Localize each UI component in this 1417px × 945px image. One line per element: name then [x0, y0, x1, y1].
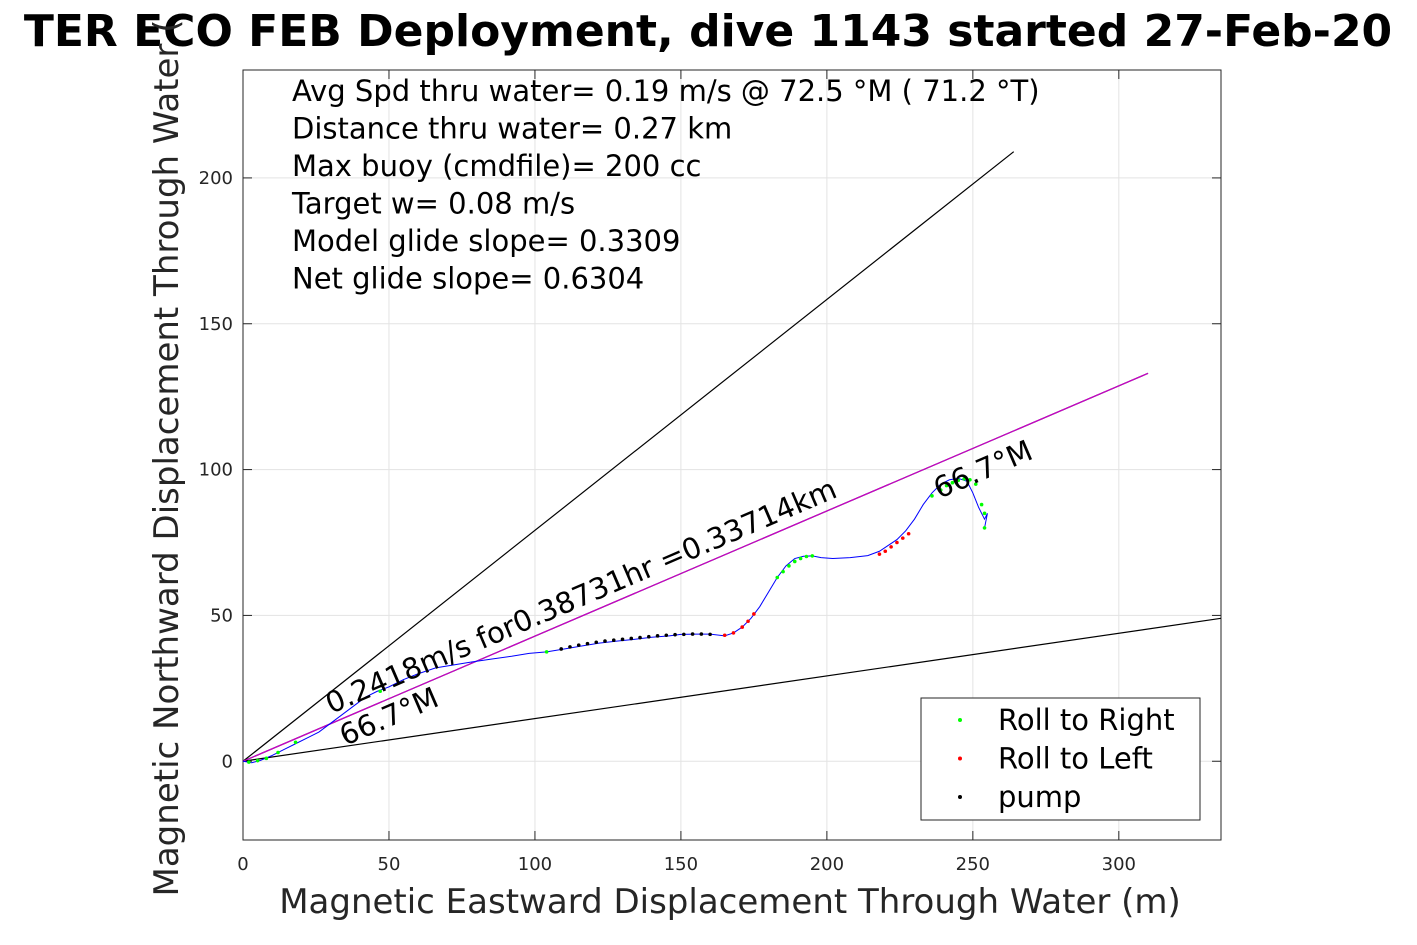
axis-ticks: 0 50 100 150 200 250 300 0 50 100 150 200 [199, 70, 1221, 875]
pump-point [664, 633, 669, 638]
legend-marker [958, 795, 962, 799]
annotation-line: Max buoy (cmdfile)= 200 cc [292, 149, 701, 183]
pump-point [594, 640, 599, 645]
marker-points [247, 477, 987, 764]
y-tick-label: 0 [222, 751, 233, 772]
legend-marker [958, 756, 962, 761]
reference-line [242, 617, 1222, 762]
roll-right-point [544, 650, 549, 654]
pump-point [576, 643, 581, 647]
roll-left-point [889, 545, 893, 549]
roll-right-point [944, 483, 949, 488]
roll-right-point [982, 511, 987, 516]
pump-point [603, 639, 607, 643]
pump-point [690, 632, 695, 636]
roll-left-point [722, 633, 727, 638]
roll-right-point [810, 554, 815, 558]
legend-box [920, 697, 1201, 821]
roll-right-point [804, 554, 809, 559]
roll-right-point [264, 756, 269, 761]
roll-left-point [900, 536, 905, 540]
roll-left-point [877, 552, 882, 556]
x-tick-label: 0 [237, 854, 248, 875]
annotation-line: Target w= 0.08 m/s [291, 187, 575, 221]
annotation-line: Net glide slope= 0.6304 [292, 262, 644, 296]
roll-right-point [930, 494, 934, 498]
roll-right-point [956, 478, 961, 483]
y-tick-label: 150 [199, 314, 233, 335]
legend-label: Roll to Left [998, 742, 1153, 776]
roll-right-point [979, 502, 984, 507]
legend: Roll to Right Roll to Left pump [920, 697, 1201, 821]
x-tick-label: 250 [956, 854, 990, 875]
roll-left-point [906, 531, 911, 536]
x-tick-label: 100 [518, 854, 552, 875]
pump-point [699, 632, 704, 636]
legend-label: pump [998, 780, 1081, 814]
y-tick-label: 100 [199, 460, 233, 481]
x-tick-label: 50 [378, 854, 401, 875]
y-tick-label: 50 [210, 605, 233, 626]
roll-left-point [731, 631, 736, 635]
roll-left-point [883, 549, 888, 554]
x-tick-label: 300 [1102, 854, 1136, 875]
track-speed-label: 0.2418m/s for0.38731hr =0.33714km [320, 472, 841, 721]
legend-label: Roll to Right [998, 703, 1175, 737]
chart-title: TER ECO FEB Deployment, dive 1143 starte… [24, 6, 1392, 57]
y-axis-label: Magnetic Northward Displacement Through … [147, 20, 187, 897]
pump-point [708, 632, 712, 637]
roll-right-point [276, 750, 280, 755]
roll-right-point [973, 482, 978, 486]
roll-left-point [752, 612, 756, 616]
annotation-block: Avg Spd thru water= 0.19 m/s @ 72.5 °M (… [291, 74, 1040, 296]
roll-left-point [895, 540, 899, 545]
pump-point [559, 647, 564, 651]
pump-point [611, 638, 616, 643]
pump-point [638, 635, 642, 640]
pump-point [673, 632, 677, 637]
x-axis-label: Magnetic Eastward Displacement Through W… [279, 882, 1181, 922]
roll-right-point [255, 758, 260, 763]
legend-marker [958, 718, 962, 722]
roll-right-point [775, 575, 780, 580]
roll-right-point [247, 760, 251, 764]
roll-right-point [787, 564, 791, 568]
roll-left-point [740, 625, 745, 629]
reference-lines [242, 151, 1222, 762]
pump-point [629, 636, 634, 641]
roll-right-point [962, 477, 966, 481]
pump-point [620, 637, 625, 642]
reference-line [242, 151, 1015, 762]
pump-point [568, 645, 572, 649]
x-tick-label: 150 [664, 854, 698, 875]
roll-left-point [746, 619, 750, 624]
annotation-line: Avg Spd thru water= 0.19 m/s @ 72.5 °M (… [292, 74, 1040, 108]
roll-right-point [293, 740, 298, 745]
pump-point [682, 632, 686, 637]
roll-right-point [950, 480, 955, 485]
roll-right-point [798, 556, 803, 561]
roll-right-point [982, 526, 987, 530]
pump-point [585, 641, 590, 646]
annotation-line: Distance thru water= 0.27 km [292, 112, 732, 146]
plot-area [242, 69, 1222, 841]
x-tick-label: 200 [810, 854, 844, 875]
reference-line [242, 372, 1149, 762]
annotation-line: Model glide slope= 0.3309 [292, 224, 680, 258]
y-tick-label: 200 [199, 168, 233, 189]
roll-right-point [968, 477, 972, 482]
roll-right-point [938, 488, 943, 492]
pump-point [655, 634, 660, 638]
roll-right-point [792, 559, 797, 564]
pump-point [646, 634, 651, 639]
roll-right-point [781, 569, 785, 574]
roll-right-point [378, 689, 383, 694]
grid-lines [242, 70, 1221, 840]
